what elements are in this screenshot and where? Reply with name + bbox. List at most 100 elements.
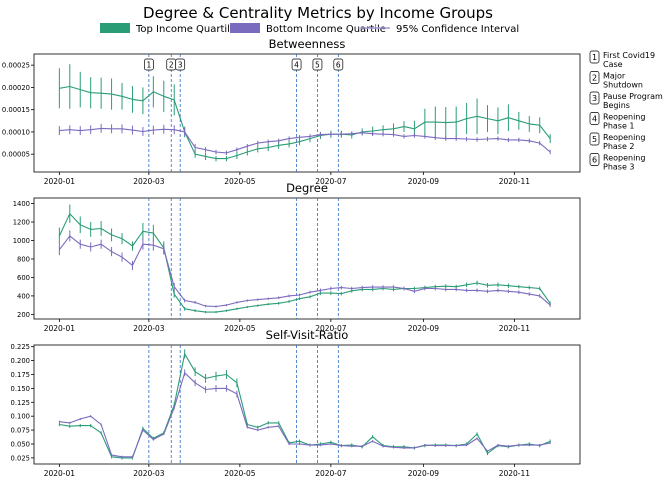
event-legend-label-5: Reopening (603, 133, 645, 142)
panel-2: Self-Visit-Ratio 2020-01 2020-03 2020-05 202… (11, 328, 581, 478)
y-tick-label: 0.00005 (2, 151, 30, 159)
y-tick-label: 0.025 (11, 454, 30, 462)
event-marker-box-5 (312, 58, 323, 71)
y-tick-label: 0.100 (11, 413, 30, 421)
x-tick-label: 2020-05 (224, 324, 256, 333)
y-tick-label: 800 (17, 255, 30, 263)
event-legend-label-5: Phase 2 (603, 142, 635, 151)
series-top-income (58, 64, 551, 162)
x-tick-label: 2020-07 (315, 324, 347, 333)
event-legend-number-5: 5 (592, 135, 597, 144)
event-legend-number-6: 6 (592, 156, 597, 165)
event-marker-3: 3 (178, 61, 183, 70)
y-tick-label: 0.00020 (2, 84, 30, 92)
event-legend-label-4: Reopening (603, 113, 645, 122)
legend-label-0: Top Income Quartile (135, 24, 236, 35)
figure-legend: Top Income Quartile Bottom Income Quartil… (100, 23, 519, 35)
series-line (58, 213, 551, 313)
event-legend-label-3: Begins (603, 101, 630, 110)
event-legend-box-2 (589, 71, 600, 84)
panel-title: Degree (286, 181, 328, 195)
legend-label-2: 95% Confidence Interval (396, 24, 519, 35)
y-tick-label: 200 (17, 311, 30, 319)
series-line (59, 353, 551, 459)
x-tick-label: 2020-01 (44, 324, 76, 333)
x-tick-label: 2020-11 (499, 324, 531, 333)
series-bottom-income (58, 369, 551, 458)
event-legend-number-3: 3 (592, 94, 597, 103)
event-marker-box-1 (144, 58, 154, 71)
x-tick-label: 2020-03 (133, 469, 165, 478)
event-marker-box-3 (175, 58, 186, 71)
plot-area (33, 197, 581, 320)
event-marker-2: 2 (169, 61, 174, 70)
x-tick-label: 2020-01 (44, 469, 76, 478)
y-tick-label: 0.075 (11, 427, 30, 435)
x-tick-label: 2020-05 (224, 177, 256, 186)
x-tick-label: 2020-11 (499, 469, 531, 478)
x-tick-label: 2020-01 (44, 177, 76, 186)
event-legend-label-1: First Covid19 (603, 51, 655, 60)
series-line (58, 235, 551, 308)
event-legend-label-6: Phase 3 (603, 163, 635, 172)
event-legend-box-4 (589, 112, 600, 125)
event-legend-box-5 (589, 132, 600, 146)
plot-area (33, 344, 581, 465)
event-legend-label-3: Pause Program (603, 92, 663, 101)
figure-title: Degree & Centrality Metrics by Income Gr… (143, 4, 493, 22)
event-marker-5: 5 (315, 61, 320, 70)
series-top-income (58, 204, 551, 314)
event-marker-6: 6 (336, 61, 341, 70)
x-tick-label: 2020-11 (499, 177, 531, 186)
event-legend-number-2: 2 (592, 74, 597, 83)
event-legend-label-4: Phase 1 (603, 122, 635, 131)
legend-label-1: Bottom Income Quartile (266, 24, 386, 35)
event-legend-box-3 (589, 91, 600, 105)
event-legend-box-1 (589, 50, 600, 64)
y-tick-label: 0.00015 (2, 106, 30, 114)
event-legend-number-4: 4 (592, 115, 597, 124)
y-tick-label: 0.125 (11, 399, 30, 407)
y-tick-label: 0.00025 (2, 62, 30, 70)
event-legend-label-2: Major (603, 72, 626, 81)
x-tick-label: 2020-09 (408, 324, 440, 333)
y-tick-label: 0.225 (11, 343, 30, 351)
panel-title: Betweenness (269, 37, 346, 51)
series-top-income (58, 349, 551, 460)
event-legend-label-6: Reopening (603, 154, 645, 163)
event-marker-4: 4 (294, 61, 299, 70)
series-line (59, 85, 551, 160)
y-tick-label: 0.050 (11, 440, 30, 448)
x-tick-label: 2020-03 (133, 324, 165, 333)
series-bottom-income (58, 230, 551, 308)
y-tick-label: 0.175 (11, 371, 30, 379)
series-line (59, 372, 551, 458)
event-legend-label-1: Case (603, 60, 623, 69)
y-tick-label: 0.150 (11, 385, 30, 393)
y-tick-label: 600 (17, 274, 30, 282)
x-tick-label: 2020-05 (224, 469, 256, 478)
y-tick-label: 1400 (13, 200, 30, 208)
event-legend-label-2: Shutdown (603, 81, 643, 90)
event-marker-1: 1 (146, 61, 151, 70)
x-tick-label: 2020-09 (408, 469, 440, 478)
legend-swatch-0 (100, 23, 130, 33)
y-tick-label: 1000 (13, 237, 30, 245)
x-tick-label: 2020-07 (315, 177, 347, 186)
series-bottom-income (58, 123, 551, 156)
legend-swatch-1 (230, 23, 260, 33)
event-legend-box-6 (589, 153, 600, 166)
y-tick-label: 0.00010 (2, 128, 30, 136)
x-tick-label: 2020-03 (133, 177, 165, 186)
panel-title: Self-Visit-Ratio (266, 328, 349, 342)
event-marker-box-6 (333, 58, 344, 71)
series-line (59, 127, 551, 154)
event-marker-box-4 (291, 58, 302, 71)
x-tick-label: 2020-07 (315, 469, 347, 478)
panel-1: Degree 2020-01 2020-03 2020-05 2020-07 2020-0… (13, 181, 581, 333)
x-tick-label: 2020-09 (408, 177, 440, 186)
event-legend-number-1: 1 (592, 53, 597, 62)
